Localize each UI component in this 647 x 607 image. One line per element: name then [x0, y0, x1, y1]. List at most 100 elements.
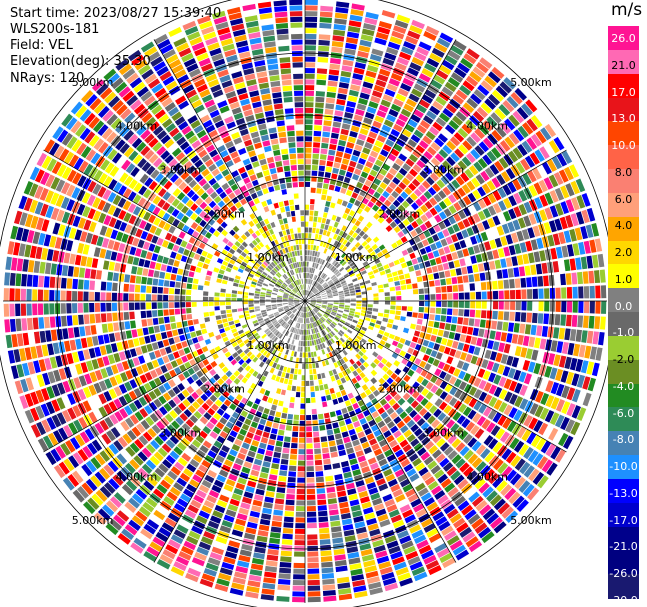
radar-gate — [262, 582, 276, 590]
radar-gate — [294, 328, 298, 334]
radar-gate — [316, 182, 323, 189]
radar-gate — [199, 114, 211, 124]
radar-gate — [322, 578, 335, 585]
radar-gate — [220, 38, 234, 47]
radar-gate — [199, 89, 211, 98]
radar-gate — [280, 285, 286, 290]
radar-gate — [407, 387, 416, 395]
radar-gate — [358, 537, 370, 546]
radar-gate — [53, 464, 66, 479]
radar-gate — [145, 443, 156, 454]
radar-gate — [436, 438, 446, 448]
radar-gate — [176, 524, 189, 534]
radar-gate — [202, 263, 209, 270]
radar-gate — [251, 281, 257, 286]
radar-gate — [200, 536, 214, 546]
radar-gate — [188, 271, 195, 278]
radar-gate — [113, 182, 123, 193]
radar-gate — [290, 350, 295, 357]
radar-gate — [482, 406, 493, 417]
radar-gate — [394, 315, 401, 321]
radar-gate — [399, 478, 411, 488]
radar-gate — [478, 526, 492, 539]
radar-gate — [133, 103, 146, 115]
radar-gate — [325, 166, 333, 173]
radar-gate — [98, 212, 107, 224]
radar-gate — [395, 566, 409, 576]
radar-gate — [234, 457, 244, 466]
radar-gate — [333, 302, 339, 305]
radar-gate — [233, 233, 240, 240]
radar-gate — [426, 327, 433, 334]
radar-gate — [495, 428, 506, 440]
radar-gate — [417, 447, 427, 457]
radar-gate — [95, 313, 101, 323]
radar-gate — [369, 385, 377, 393]
radar-gate — [582, 392, 592, 407]
radar-gate — [127, 203, 137, 213]
radar-gate — [146, 546, 160, 558]
radar-gate — [488, 372, 496, 383]
radar-gate — [142, 188, 152, 199]
radar-gate — [432, 449, 442, 459]
radar-gate — [106, 282, 113, 291]
radar-gate — [383, 313, 389, 318]
radar-gate — [451, 316, 458, 324]
radar-gate — [435, 387, 444, 397]
radar-gate — [123, 311, 130, 321]
radar-gate — [297, 477, 305, 483]
radar-gate — [179, 412, 189, 422]
radar-gate — [156, 558, 171, 570]
radar-gate — [382, 577, 397, 586]
radar-gate — [34, 169, 45, 183]
radar-gate — [582, 376, 591, 390]
radar-gate — [121, 159, 131, 171]
radar-gate — [411, 566, 426, 576]
radar-gate — [572, 301, 578, 313]
radar-gate — [156, 65, 169, 77]
radar-gate — [594, 316, 601, 330]
radar-gate — [94, 346, 102, 357]
radar-gate — [301, 375, 305, 381]
radar-gate — [114, 332, 121, 342]
radar-gate — [473, 389, 483, 399]
radar-gate — [243, 461, 253, 469]
radar-gate — [310, 301, 316, 303]
radar-gate — [343, 333, 349, 339]
radar-gate — [496, 321, 503, 331]
radar-gate — [213, 16, 228, 25]
radar-gate — [453, 301, 459, 308]
radar-gate — [243, 258, 250, 264]
radar-gate — [190, 203, 199, 212]
radar-gate — [68, 227, 77, 240]
radar-gate — [258, 82, 270, 90]
radar-gate — [124, 321, 131, 330]
radar-gate — [263, 455, 272, 463]
radar-gate — [300, 312, 303, 318]
radar-gate — [260, 437, 269, 444]
radar-gate — [385, 361, 393, 369]
radar-gate — [489, 330, 496, 340]
radar-gate — [337, 145, 345, 152]
radar-gate — [239, 332, 246, 338]
radar-gate — [156, 483, 168, 495]
radar-gate — [24, 409, 35, 424]
radar-gate — [159, 348, 167, 356]
radar-gate — [211, 168, 220, 177]
radar-gate — [271, 335, 277, 341]
radar-gate — [273, 451, 281, 459]
radar-gate — [136, 267, 143, 276]
radar-gate — [350, 434, 358, 441]
radar-gate — [313, 315, 318, 321]
radar-gate — [205, 73, 218, 83]
radar-gate — [312, 222, 317, 228]
radar-gate — [358, 318, 365, 323]
radar-gate — [186, 353, 194, 361]
radar-gate — [278, 201, 284, 208]
radar-gate — [225, 478, 236, 487]
radar-gate — [7, 241, 15, 255]
radar-gate — [161, 239, 169, 248]
radar-gate — [334, 559, 347, 567]
radar-gate — [294, 280, 298, 286]
